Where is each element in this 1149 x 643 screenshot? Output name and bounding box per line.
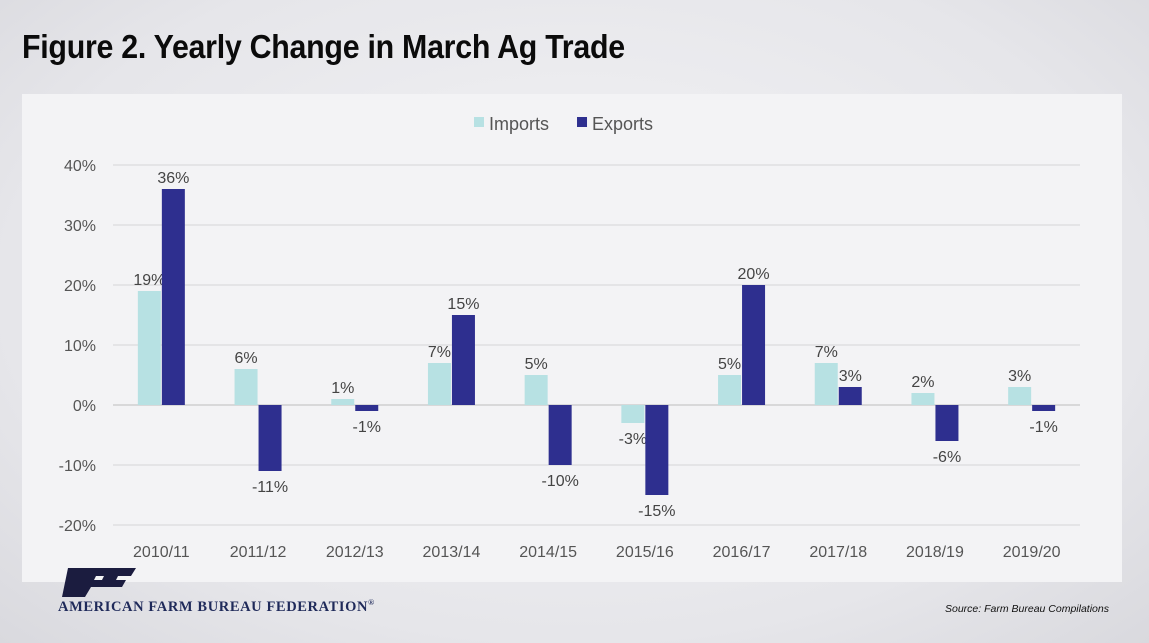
bar-exports — [258, 405, 282, 471]
x-tick-label: 2016/17 — [713, 544, 771, 561]
bar-exports — [355, 405, 379, 411]
bar-imports — [524, 375, 548, 405]
legend-swatch — [474, 117, 484, 127]
bar-exports — [838, 387, 862, 405]
data-label: -1% — [1029, 419, 1057, 436]
source-note: Source: Farm Bureau Compilations — [945, 603, 1109, 615]
legend-label: Imports — [489, 114, 549, 134]
x-tick-label: 2014/15 — [519, 544, 577, 561]
x-tick-label: 2019/20 — [1003, 544, 1061, 561]
legend-label: Exports — [592, 114, 653, 134]
data-label: 5% — [718, 356, 741, 373]
data-label: 3% — [839, 368, 862, 385]
y-tick-label: 20% — [64, 278, 96, 295]
bar-imports — [427, 363, 451, 405]
bar-imports — [621, 405, 645, 423]
data-label: -11% — [252, 479, 288, 496]
registered-mark: ® — [368, 598, 375, 607]
data-label: 7% — [815, 344, 838, 361]
data-label: 1% — [331, 380, 354, 397]
organization-name: AMERICAN FARM BUREAU FEDERATION® — [58, 598, 375, 615]
y-tick-label: -10% — [59, 458, 96, 475]
farm-bureau-logo-icon — [62, 568, 136, 597]
figure-title: Figure 2. Yearly Change in March Ag Trad… — [22, 28, 625, 65]
bar-exports — [742, 285, 766, 405]
data-label: 36% — [157, 170, 189, 187]
bar-imports — [911, 393, 935, 405]
x-tick-label: 2018/19 — [906, 544, 964, 561]
bar-exports — [935, 405, 959, 441]
bar-exports — [451, 315, 475, 405]
bar-imports — [234, 369, 258, 405]
bar-imports — [814, 363, 838, 405]
x-tick-label: 2011/12 — [230, 544, 287, 561]
data-label: -10% — [541, 473, 578, 490]
y-tick-label: 30% — [64, 218, 96, 235]
bar-exports — [645, 405, 669, 495]
bar-exports — [161, 189, 185, 405]
bar-imports — [331, 399, 355, 405]
bar-exports — [1032, 405, 1056, 411]
data-label: -1% — [353, 419, 381, 436]
bar-exports — [548, 405, 572, 465]
x-tick-label: 2012/13 — [326, 544, 384, 561]
x-tick-label: 2017/18 — [809, 544, 867, 561]
bar-imports — [718, 375, 742, 405]
x-tick-label: 2013/14 — [423, 544, 481, 561]
bar-imports — [137, 291, 161, 405]
bar-imports — [1008, 387, 1032, 405]
x-tick-label: 2010/11 — [133, 544, 190, 561]
y-tick-label: 10% — [64, 338, 96, 355]
data-label: 6% — [234, 350, 257, 367]
data-label: 20% — [738, 266, 770, 283]
data-label: 7% — [428, 344, 451, 361]
data-label: -3% — [619, 431, 647, 448]
data-label: -15% — [638, 503, 675, 520]
data-label: 2% — [911, 374, 934, 391]
y-tick-label: 40% — [64, 158, 96, 175]
data-label: 5% — [525, 356, 548, 373]
data-label: 3% — [1008, 368, 1031, 385]
y-tick-label: 0% — [73, 398, 96, 415]
chart-panel — [22, 94, 1122, 582]
y-tick-label: -20% — [59, 518, 96, 535]
data-label: 19% — [133, 272, 165, 289]
x-tick-label: 2015/16 — [616, 544, 674, 561]
data-label: 15% — [447, 296, 479, 313]
data-label: -6% — [933, 449, 961, 466]
legend-swatch — [577, 117, 588, 127]
